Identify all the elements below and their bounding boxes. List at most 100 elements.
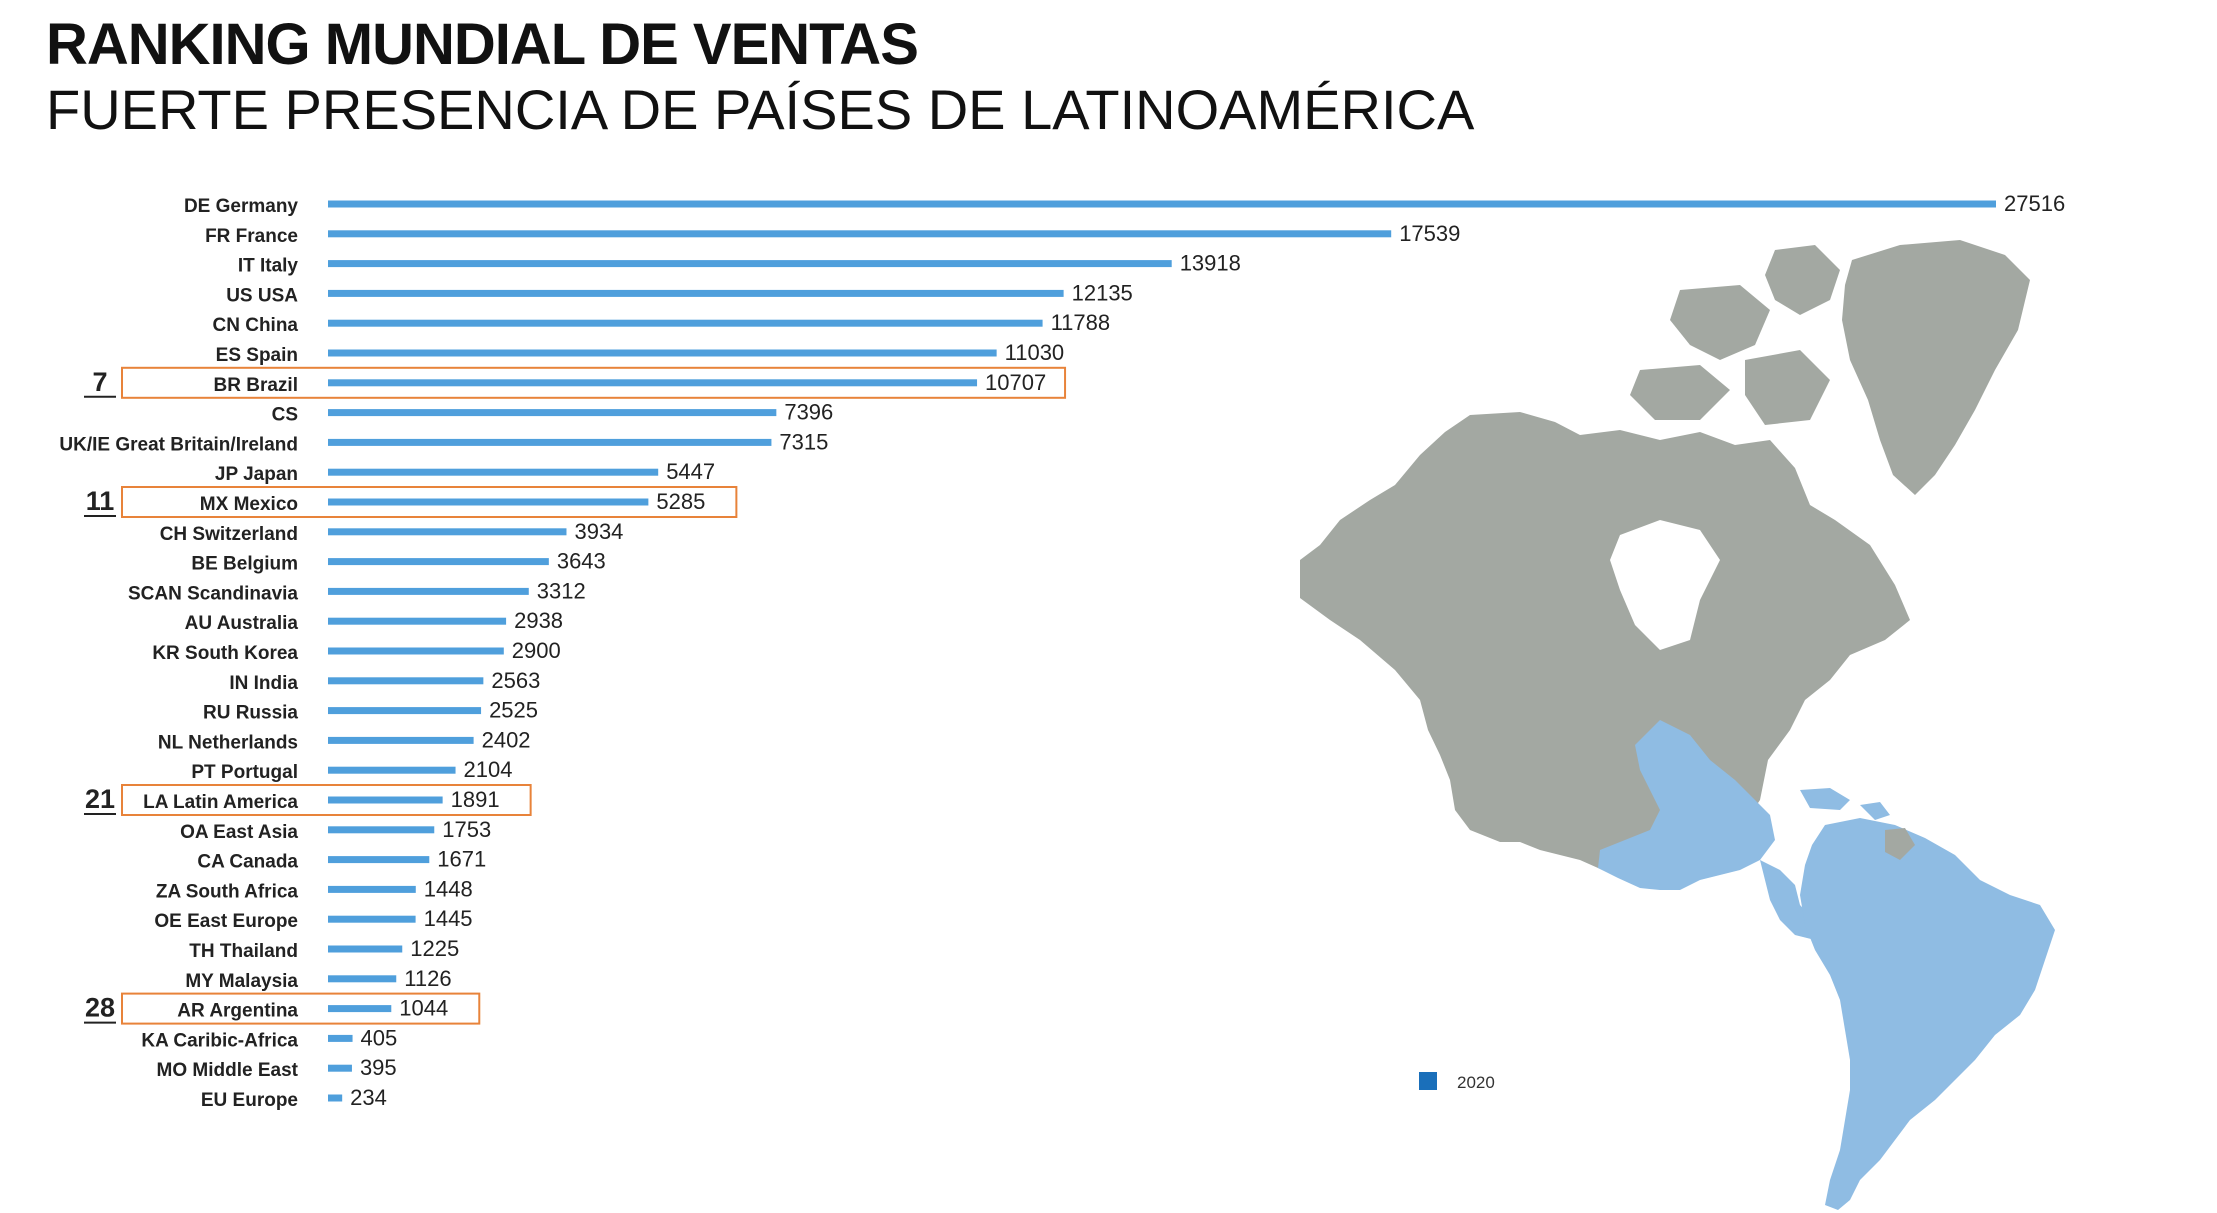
value-label-th-thailand: 1225: [410, 936, 459, 961]
value-label-br-brazil: 10707: [985, 370, 1046, 395]
category-label-ru-russia: RU Russia: [203, 703, 298, 724]
category-label-pt-portugal: PT Portugal: [191, 762, 298, 783]
category-label-la-latin-america: LA Latin America: [143, 792, 298, 813]
bar-it-italy: [328, 260, 1172, 268]
category-label-jp-japan: JP Japan: [215, 464, 298, 485]
map-arctic-island-3: [1630, 365, 1730, 420]
bar-th-thailand: [328, 945, 403, 953]
value-label-cn-china: 11788: [1051, 310, 1111, 335]
category-label-es-spain: ES Spain: [216, 345, 298, 366]
bar-ru-russia: [328, 707, 482, 715]
map-caribbean-islands: [1800, 788, 1890, 820]
bar-au-australia: [328, 617, 507, 625]
value-label-mx-mexico: 5285: [656, 489, 705, 514]
category-label-au-australia: AU Australia: [185, 613, 299, 634]
value-label-es-spain: 11030: [1005, 340, 1065, 365]
chart-subtitle: FUERTE PRESENCIA DE PAÍSES DE LATINOAMÉR…: [46, 78, 1475, 141]
map-mexico: [1598, 720, 1775, 890]
value-label-la-latin-america: 1891: [451, 787, 500, 812]
category-label-oe-east-europe: OE East Europe: [154, 911, 298, 932]
category-label-ar-argentina: AR Argentina: [177, 1001, 298, 1022]
category-label-it-italy: IT Italy: [238, 256, 299, 277]
bar-in-india: [328, 677, 484, 685]
category-label-my-malaysia: MY Malaysia: [185, 971, 298, 992]
highlight-box-mx-mexico: [121, 486, 738, 518]
map-arctic-island-4: [1745, 350, 1830, 425]
bar-jp-japan: [328, 468, 659, 476]
value-label-scan-scandinavia: 3312: [537, 578, 586, 603]
value-label-oe-east-europe: 1445: [424, 906, 473, 931]
value-label-be-belgium: 3643: [557, 549, 606, 574]
value-label-oa-east-asia: 1753: [442, 817, 491, 842]
bars: DE Germany 27516 FR France 17539 IT Italy 139…: [59, 191, 2065, 1111]
bar-uk-ie-great-britain-ireland: [328, 438, 772, 446]
value-label-it-italy: 13918: [1180, 251, 1241, 276]
value-label-nl-netherlands: 2402: [482, 727, 531, 752]
category-label-us-usa: US USA: [226, 285, 298, 306]
bar-my-malaysia: [328, 975, 397, 983]
highlight-box-br-brazil: [121, 366, 1067, 399]
category-label-th-thailand: TH Thailand: [189, 941, 298, 962]
highlight-box-ar-argentina: [121, 992, 481, 1025]
value-label-cs: 7396: [784, 400, 833, 425]
category-label-uk-ie-great-britain-ireland: UK/IE Great Britain/Ireland: [59, 434, 298, 455]
category-label-oa-east-asia: OA East Asia: [180, 822, 298, 843]
value-label-jp-japan: 5447: [666, 459, 715, 484]
value-label-au-australia: 2938: [514, 608, 563, 633]
category-label-ch-switzerland: CH Switzerland: [160, 524, 298, 545]
category-label-za-south-africa: ZA South Africa: [156, 881, 299, 902]
value-label-ar-argentina: 1044: [399, 996, 448, 1021]
rank-label-ar-argentina: 28: [85, 993, 115, 1023]
value-label-my-malaysia: 1126: [404, 966, 451, 991]
bar-la-latin-america: [328, 796, 443, 804]
bar-nl-netherlands: [328, 736, 474, 744]
category-label-ca-canada: CA Canada: [197, 852, 298, 873]
value-label-ca-canada: 1671: [437, 847, 486, 872]
bar-pt-portugal: [328, 766, 456, 774]
map-hudson-bay: [1610, 520, 1720, 650]
category-label-cn-china: CN China: [213, 315, 299, 336]
value-label-kr-south-korea: 2900: [512, 638, 561, 663]
category-label-de-germany: DE Germany: [184, 196, 298, 217]
value-label-pt-portugal: 2104: [464, 757, 513, 782]
value-label-eu-europe: 234: [350, 1085, 387, 1110]
rank-label-br-brazil: 7: [92, 367, 107, 397]
category-label-br-brazil: BR Brazil: [214, 375, 298, 396]
map-north-america: [1300, 412, 1910, 880]
map-arctic-island-2: [1670, 285, 1770, 360]
bar-kr-south-korea: [328, 647, 504, 655]
value-label-uk-ie-great-britain-ireland: 7315: [779, 429, 828, 454]
value-label-ka-caribic-africa: 405: [361, 1025, 398, 1050]
bar-ar-argentina: [328, 1005, 392, 1013]
value-label-us-usa: 12135: [1072, 280, 1133, 305]
bar-mo-middle-east: [328, 1064, 352, 1072]
map-arctic-island-1: [1765, 245, 1840, 315]
bar-us-usa: [328, 289, 1064, 297]
bar-es-spain: [328, 349, 997, 357]
bar-scan-scandinavia: [328, 587, 529, 595]
bar-be-belgium: [328, 558, 549, 566]
category-label-fr-france: FR France: [205, 226, 298, 247]
bar-oe-east-europe: [328, 915, 416, 923]
bar-cs: [328, 409, 777, 417]
bar-eu-europe: [328, 1094, 343, 1102]
category-label-ka-caribic-africa: KA Caribic-Africa: [141, 1030, 298, 1051]
highlight-box-la-latin-america: [121, 784, 532, 816]
bar-oa-east-asia: [328, 826, 435, 834]
legend: 2020: [1419, 1072, 1495, 1092]
chart-title: RANKING MUNDIAL DE VENTAS: [46, 12, 919, 77]
bar-ca-canada: [328, 856, 430, 864]
value-label-fr-france: 17539: [1399, 221, 1460, 246]
value-label-ru-russia: 2525: [489, 698, 538, 723]
legend-label-2020: 2020: [1457, 1073, 1495, 1092]
bar-za-south-africa: [328, 885, 416, 893]
map-south-america: [1800, 818, 2055, 1210]
category-label-mx-mexico: MX Mexico: [200, 494, 298, 515]
rank-label-la-latin-america: 21: [85, 784, 115, 814]
highlight-boxes: 7 11 21 28: [84, 366, 1067, 1025]
category-label-scan-scandinavia: SCAN Scandinavia: [128, 583, 298, 604]
bar-ch-switzerland: [328, 528, 567, 536]
value-label-mo-middle-east: 395: [360, 1055, 397, 1080]
